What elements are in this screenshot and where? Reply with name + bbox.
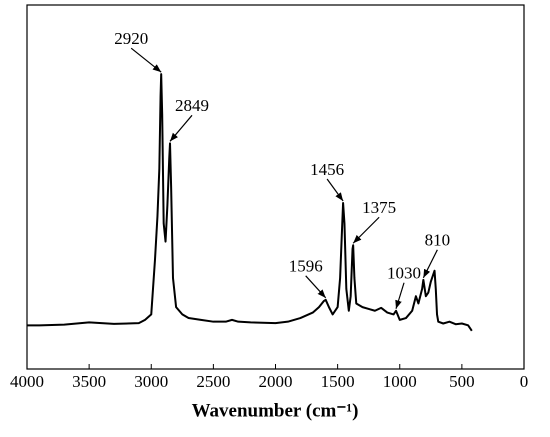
annotation-arrow xyxy=(326,178,344,202)
annotation-label: 810 xyxy=(425,231,451,250)
annotation-label: 1375 xyxy=(362,198,396,217)
spectrum-line xyxy=(27,73,473,332)
x-tick-label: 1000 xyxy=(383,372,417,391)
annotation-label: 1030 xyxy=(387,264,421,283)
annotation-arrow xyxy=(130,47,162,73)
x-tick-label: 1500 xyxy=(321,372,355,391)
annotation-arrow xyxy=(305,275,327,299)
x-axis-title: Wavenumber (cm⁻¹) xyxy=(192,400,359,421)
x-tick-label: 2000 xyxy=(259,372,293,391)
annotation-label: 1596 xyxy=(289,257,323,276)
annotation-arrow xyxy=(422,249,438,279)
annotation-label: 1456 xyxy=(310,160,344,179)
annotation-arrow xyxy=(395,282,405,309)
x-tick-label: 2500 xyxy=(196,372,230,391)
x-tick-label: 500 xyxy=(449,372,475,391)
x-tick-label: 3500 xyxy=(72,372,106,391)
x-tick-label: 3000 xyxy=(134,372,168,391)
annotation-arrow xyxy=(352,216,380,244)
annotation-label: 2849 xyxy=(175,96,209,115)
annotation-label: 2920 xyxy=(114,29,148,48)
annotation-arrow xyxy=(169,114,193,142)
plot-frame xyxy=(26,4,525,370)
x-tick-label: 4000 xyxy=(10,372,44,391)
x-tick-label: 0 xyxy=(520,372,529,391)
